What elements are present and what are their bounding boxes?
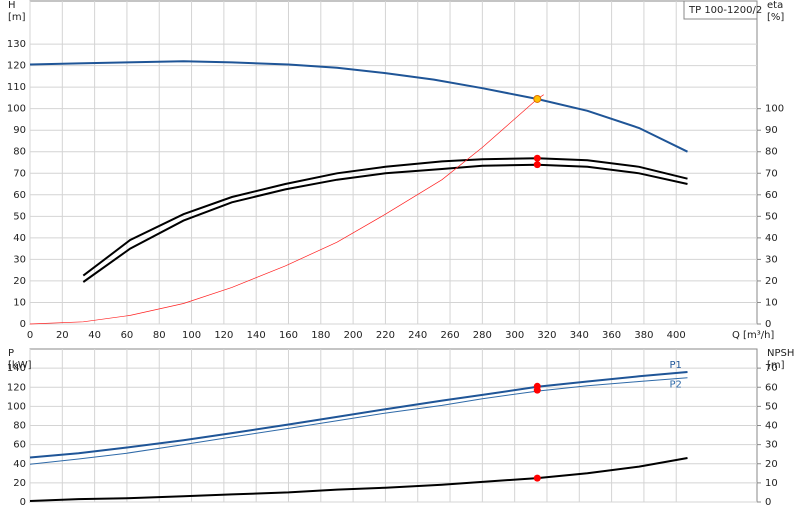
pump-label: TP 100-1200/2 xyxy=(688,5,762,16)
x-axis-label: Q [m³/h] xyxy=(732,330,774,341)
y2-axis-label: eta xyxy=(767,0,783,11)
x-tick-label: 20 xyxy=(56,330,69,341)
curve xyxy=(29,371,688,459)
x-tick-label: 80 xyxy=(153,330,166,341)
y2-tick-label: 60 xyxy=(765,190,778,201)
y-tick-label: 50 xyxy=(13,211,26,222)
y2-tick-label: 10 xyxy=(765,297,778,308)
series-label: P1 xyxy=(670,360,682,371)
x-tick-label: 100 xyxy=(182,330,201,341)
x-tick-label: 60 xyxy=(121,330,134,341)
y2-tick-label: 0 xyxy=(765,497,771,508)
y-tick-label: 60 xyxy=(13,440,26,451)
x-tick-label: 320 xyxy=(537,330,556,341)
y-tick-label: 120 xyxy=(7,61,26,72)
y2-tick-label: 20 xyxy=(765,276,778,287)
y-tick-label: 90 xyxy=(13,125,26,136)
x-tick-label: 160 xyxy=(279,330,298,341)
y2-tick-label: 100 xyxy=(765,104,784,115)
curve xyxy=(29,377,688,465)
y-tick-label: 130 xyxy=(7,39,26,50)
y2-tick-label: 20 xyxy=(765,459,778,470)
y-tick-label: 110 xyxy=(7,82,26,93)
curve xyxy=(82,163,688,283)
x-tick-label: 280 xyxy=(473,330,492,341)
y-tick-label: 20 xyxy=(13,478,26,489)
x-tick-label: 240 xyxy=(408,330,427,341)
duty-point xyxy=(533,386,541,394)
y2-axis-label: NPSH xyxy=(767,348,794,359)
x-tick-label: 200 xyxy=(344,330,363,341)
y-tick-label: 60 xyxy=(13,190,26,201)
x-tick-label: 220 xyxy=(376,330,395,341)
plot-area xyxy=(29,0,758,325)
y2-tick-label: 90 xyxy=(765,125,778,136)
y-tick-label: 30 xyxy=(13,254,26,265)
y2-tick-label: 50 xyxy=(765,211,778,222)
curve xyxy=(29,457,688,502)
x-tick-label: 180 xyxy=(311,330,330,341)
y2-axis-label: [m] xyxy=(767,360,785,371)
x-tick-label: 140 xyxy=(247,330,266,341)
x-tick-label: 400 xyxy=(667,330,686,341)
y-tick-label: 100 xyxy=(7,401,26,412)
y-axis-label: [m] xyxy=(8,12,26,23)
y-axis-label: [kW] xyxy=(8,360,32,371)
y-tick-label: 100 xyxy=(7,104,26,115)
y2-tick-label: 60 xyxy=(765,382,778,393)
duty-point xyxy=(533,154,541,162)
y-tick-label: 80 xyxy=(13,421,26,432)
duty-point xyxy=(533,474,541,482)
y2-tick-label: 10 xyxy=(765,478,778,489)
x-tick-label: 340 xyxy=(570,330,589,341)
y2-tick-label: 30 xyxy=(765,440,778,451)
y2-tick-label: 70 xyxy=(765,168,778,179)
y2-tick-label: 0 xyxy=(765,319,771,330)
y2-tick-label: 40 xyxy=(765,233,778,244)
curve xyxy=(82,157,688,277)
x-tick-label: 40 xyxy=(88,330,101,341)
y-tick-label: 70 xyxy=(13,168,26,179)
series-label: P2 xyxy=(670,380,682,391)
y2-tick-label: 30 xyxy=(765,254,778,265)
y2-tick-label: 80 xyxy=(765,147,778,158)
y-tick-label: 20 xyxy=(13,276,26,287)
y-tick-label: 140 xyxy=(7,363,26,374)
y-axis-label: P xyxy=(8,348,14,359)
duty-point xyxy=(533,94,542,103)
y2-tick-label: 70 xyxy=(765,363,778,374)
x-tick-label: 380 xyxy=(634,330,653,341)
x-tick-label: 360 xyxy=(602,330,621,341)
y-tick-label: 10 xyxy=(13,297,26,308)
y-axis-label: H xyxy=(8,0,16,11)
y2-tick-label: 50 xyxy=(765,401,778,412)
y2-tick-label: 40 xyxy=(765,421,778,432)
x-tick-label: 120 xyxy=(214,330,233,341)
y-tick-label: 40 xyxy=(13,233,26,244)
y-tick-label: 0 xyxy=(20,319,26,330)
duty-point xyxy=(533,161,541,169)
y-tick-label: 120 xyxy=(7,382,26,393)
y-tick-label: 40 xyxy=(13,459,26,470)
curve xyxy=(29,60,688,153)
y2-axis-label: [%] xyxy=(767,12,784,23)
x-tick-label: 300 xyxy=(505,330,524,341)
label-box xyxy=(683,0,758,20)
x-tick-label: 0 xyxy=(27,330,33,341)
y-tick-label: 80 xyxy=(13,147,26,158)
y-tick-label: 0 xyxy=(20,497,26,508)
x-tick-label: 260 xyxy=(440,330,459,341)
curve xyxy=(29,94,544,325)
